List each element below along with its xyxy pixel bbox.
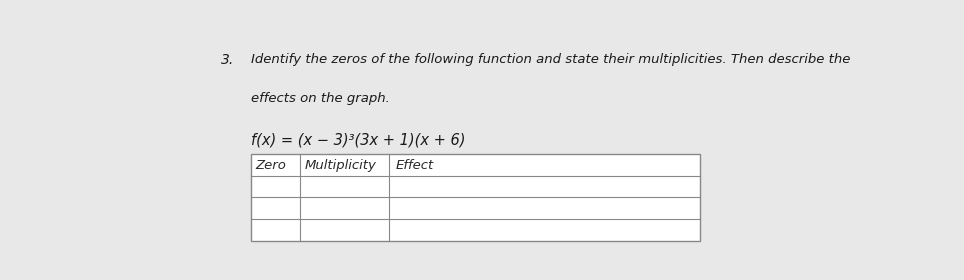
Text: effects on the graph.: effects on the graph. bbox=[252, 92, 390, 105]
Text: Effect: Effect bbox=[395, 158, 434, 172]
Bar bbox=[252, 154, 700, 241]
Text: Zero: Zero bbox=[255, 158, 286, 172]
Text: f(x) = (x − 3)³(3x + 1)(x + 6): f(x) = (x − 3)³(3x + 1)(x + 6) bbox=[252, 133, 466, 148]
Text: 3.: 3. bbox=[222, 53, 234, 67]
Text: Identify the zeros of the following function and state their multiplicities. The: Identify the zeros of the following func… bbox=[252, 53, 850, 66]
Text: Multiplicity: Multiplicity bbox=[305, 158, 376, 172]
